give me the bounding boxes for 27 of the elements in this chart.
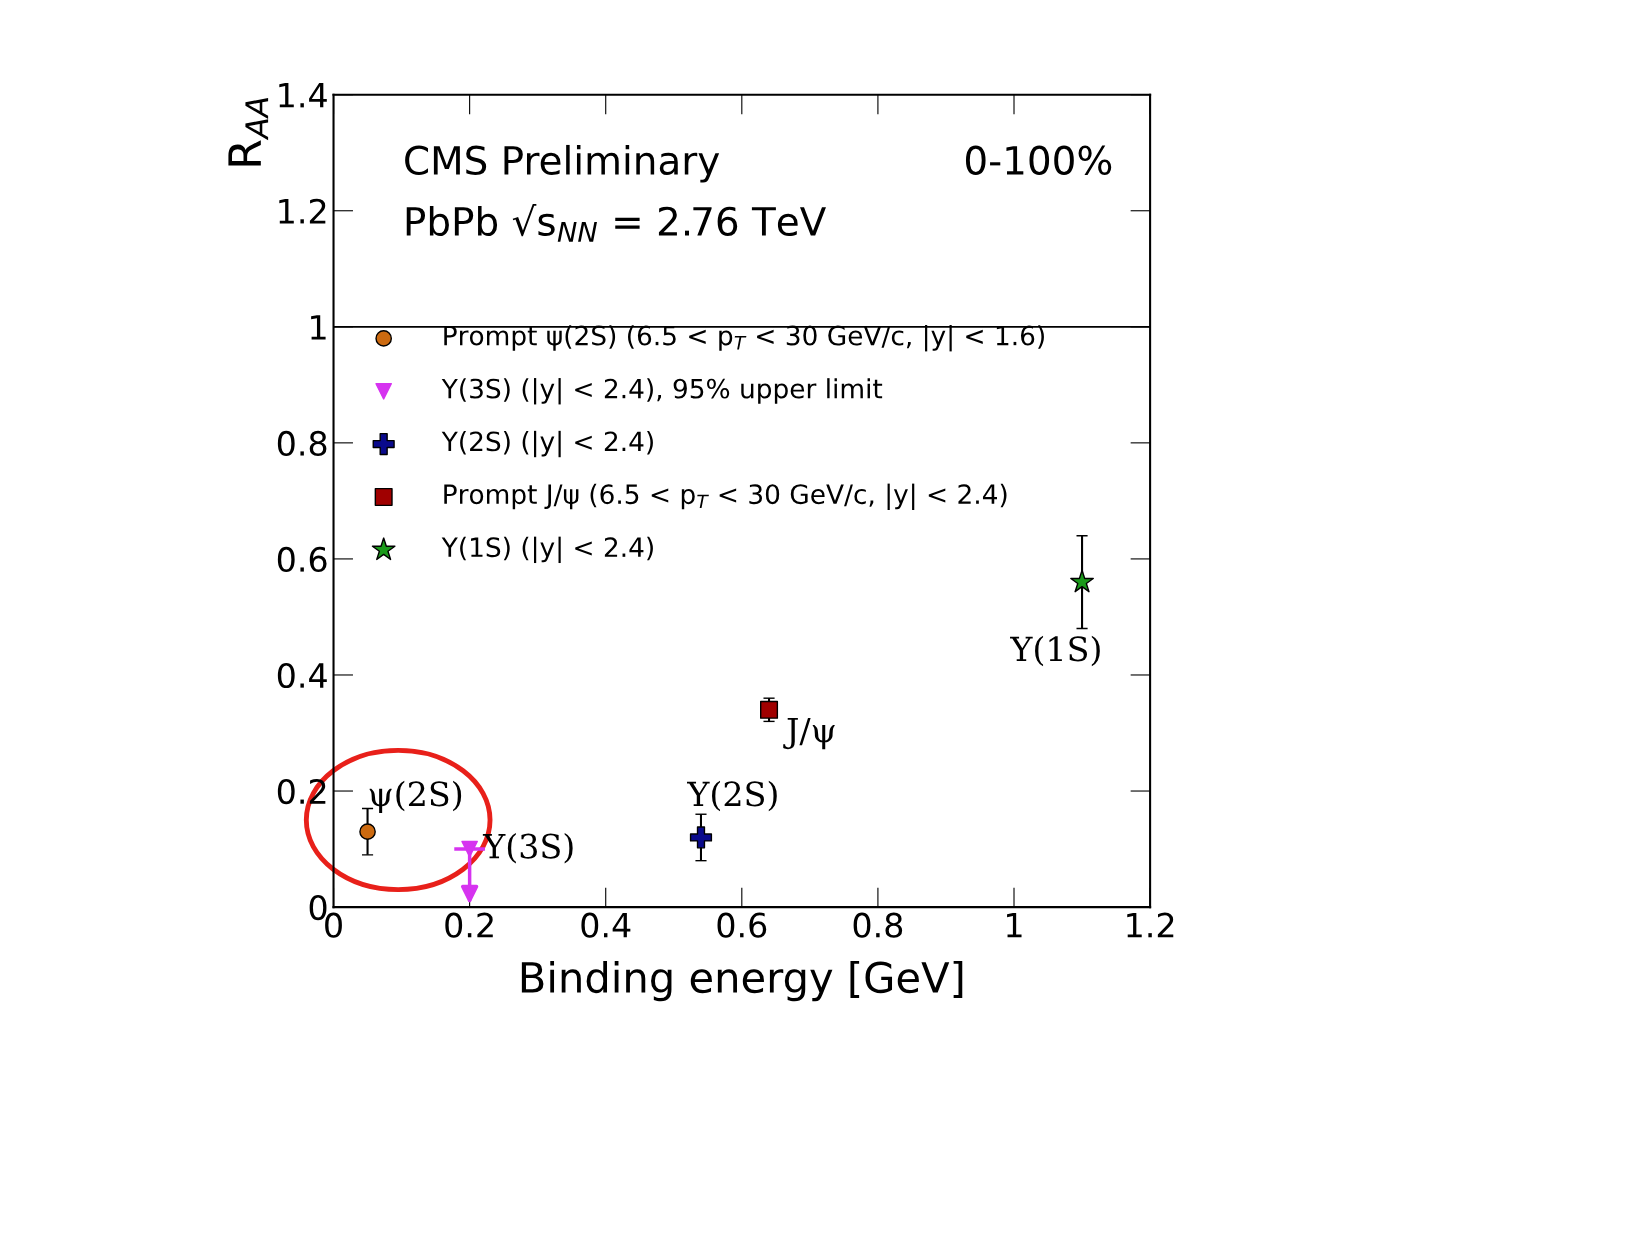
- y-tick-label: 0.4: [277, 662, 327, 689]
- x-tick-label: 1: [1007, 912, 1022, 938]
- x-axis-title: Binding energy [GeV]: [521, 960, 963, 1002]
- annotation: Υ(1S): [1010, 635, 1100, 667]
- y-tick-label: 1: [311, 315, 326, 340]
- x-tick-label: 0.6: [717, 912, 767, 938]
- y-axis-title: R$_{AA}$: [228, 98, 269, 166]
- annotation: Υ(3S): [482, 832, 573, 864]
- annotation: CMS Preliminary: [405, 144, 720, 183]
- annotation: PbPb √s$_{NN}$ = 2.76 TeV: [406, 203, 826, 242]
- annotation: 0-100%: [965, 145, 1112, 176]
- y-tick-label: 1.2: [279, 198, 326, 224]
- annotation: ψ(2S): [369, 780, 462, 813]
- y-tick-label: 1.4: [279, 83, 327, 108]
- legend-label: Υ(1S) (|y| < 2.4): [441, 536, 653, 564]
- x-tick-label: 0.8: [853, 912, 903, 938]
- y-tick-label: 0.6: [277, 546, 327, 573]
- y-tick-label: 0: [309, 895, 327, 921]
- y-tick-label: 0.8: [277, 430, 327, 456]
- legend-label: Prompt J/ψ (6.5 < p$_{T}$ < 30 GeV/c, |y| < 2.4): [444, 483, 1007, 510]
- x-tick-label: 0.2: [445, 912, 493, 938]
- x-tick-label: 0.4: [581, 912, 631, 938]
- legend-label: Υ(2S) (|y| < 2.4): [441, 430, 653, 458]
- annotation: Υ(2S): [687, 780, 777, 812]
- legend-label: Υ(3S) (|y| < 2.4), 95% upper limit: [441, 378, 883, 405]
- x-tick-label: 1.2: [1127, 912, 1174, 938]
- annotation: J/ψ: [783, 717, 835, 750]
